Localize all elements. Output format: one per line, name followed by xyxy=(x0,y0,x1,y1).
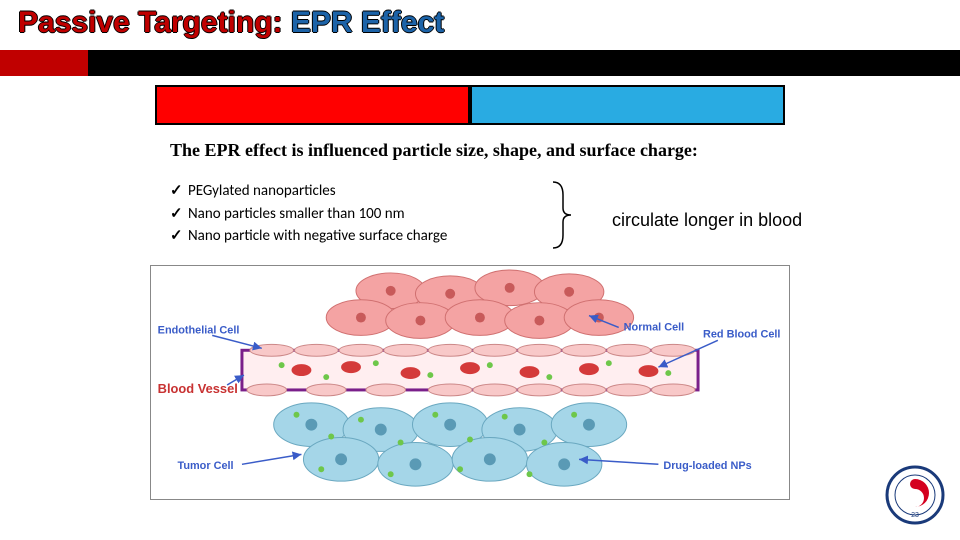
institution-logo: 23 xyxy=(885,465,945,525)
label-drug: Drug-loaded NPs xyxy=(663,460,751,472)
bullet-list: ✓PEGylated nanoparticles ✓Nano particles… xyxy=(170,180,447,248)
check-icon: ✓ xyxy=(170,225,188,248)
label-rbc: Red Blood Cell xyxy=(703,328,780,340)
title-part-1: Passive Targeting: xyxy=(18,6,291,39)
bullet-item: ✓Nano particle with negative surface cha… xyxy=(170,225,447,248)
slide-title: Passive Targeting: EPR Effect xyxy=(18,6,444,40)
label-vessel: Blood Vessel xyxy=(158,381,238,396)
label-tumor: Tumor Cell xyxy=(178,460,234,472)
label-normal: Normal Cell xyxy=(624,321,685,333)
label-endothelial: Endothelial Cell xyxy=(158,324,240,336)
subheading: The EPR effect is influenced particle si… xyxy=(170,140,698,161)
bullet-item: ✓Nano particles smaller than 100 nm xyxy=(170,203,447,226)
box-blue xyxy=(470,85,785,125)
bullet-text: Nano particle with negative surface char… xyxy=(188,227,447,245)
tumor-cells xyxy=(274,403,627,486)
box-red xyxy=(155,85,470,125)
bullet-text: PEGylated nanoparticles xyxy=(188,182,336,200)
header-bar-black xyxy=(0,50,960,76)
epr-diagram: Endothelial Cell Normal Cell Red Blood C… xyxy=(150,265,790,500)
slide-number: 23 xyxy=(911,512,919,519)
header-bar-red xyxy=(0,50,88,76)
check-icon: ✓ xyxy=(170,180,188,203)
bullet-text: Nano particles smaller than 100 nm xyxy=(188,205,405,223)
bullet-item: ✓PEGylated nanoparticles xyxy=(170,180,447,203)
check-icon: ✓ xyxy=(170,203,188,226)
brace-icon xyxy=(545,180,575,250)
result-text: circulate longer in blood xyxy=(612,210,802,231)
title-part-2: EPR Effect xyxy=(291,6,444,39)
normal-cells xyxy=(326,270,633,338)
blood-vessel xyxy=(242,344,698,396)
